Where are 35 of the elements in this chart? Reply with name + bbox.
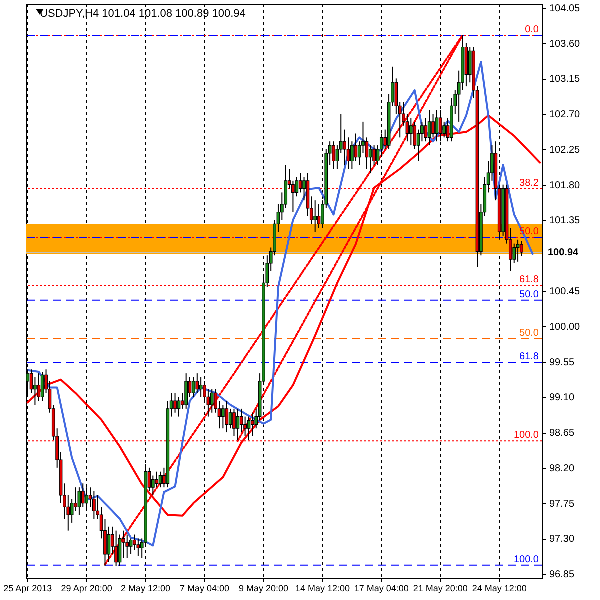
x-tick-label: 9 May 20:00 (238, 584, 288, 594)
x-tick-label: 2 May 12:00 (121, 584, 171, 594)
y-tick-label: 101.35 (550, 216, 581, 227)
x-tick-label: 7 May 04:00 (180, 584, 230, 594)
y-tick-label: 97.75 (550, 498, 575, 510)
y-tick-label: 103.60 (550, 38, 581, 50)
x-tick-label: 24 May 12:00 (472, 584, 527, 594)
y-tick-label: 96.85 (550, 570, 575, 581)
annotation: 100.0 (514, 430, 540, 442)
annotation: 100.0 (514, 554, 540, 566)
x-tick-label: 25 Apr 2013 (4, 584, 52, 594)
y-tick-label: 99.10 (550, 392, 575, 404)
y-tick-label: 100.45 (550, 286, 581, 298)
y-tick-label: 100.00 (550, 322, 581, 333)
y-tick-label: 98.65 (550, 428, 575, 440)
annotation: 61.8 (520, 352, 540, 363)
x-tick-label: 29 Apr 20:00 (61, 584, 112, 594)
annotation: 0.0 (525, 24, 540, 36)
y-tick-label: 98.20 (550, 463, 575, 474)
ref-line-label: 100.94 (548, 247, 580, 258)
annotation: 50.0 (520, 289, 540, 300)
y-tick-label: 102.70 (550, 110, 581, 121)
annotation: 50.0 (520, 328, 540, 339)
annotation: 61.8 (520, 274, 540, 286)
y-tick-label: 103.15 (550, 74, 581, 86)
x-tick-label: 21 May 20:00 (413, 584, 468, 594)
y-tick-label: 104.05 (550, 3, 581, 14)
x-tick-label: 14 May 12:00 (295, 584, 350, 594)
chart-title: USDJPY,H4 101.04 101.08 100.89 100.94 (40, 8, 246, 20)
annotation: 38.2 (520, 178, 540, 189)
x-tick-label: 17 May 04:00 (354, 584, 409, 594)
y-tick-label: 102.25 (550, 144, 581, 156)
y-tick-label: 101.80 (550, 180, 581, 192)
y-tick-label: 99.55 (550, 357, 575, 368)
y-tick-label: 97.30 (550, 534, 575, 546)
